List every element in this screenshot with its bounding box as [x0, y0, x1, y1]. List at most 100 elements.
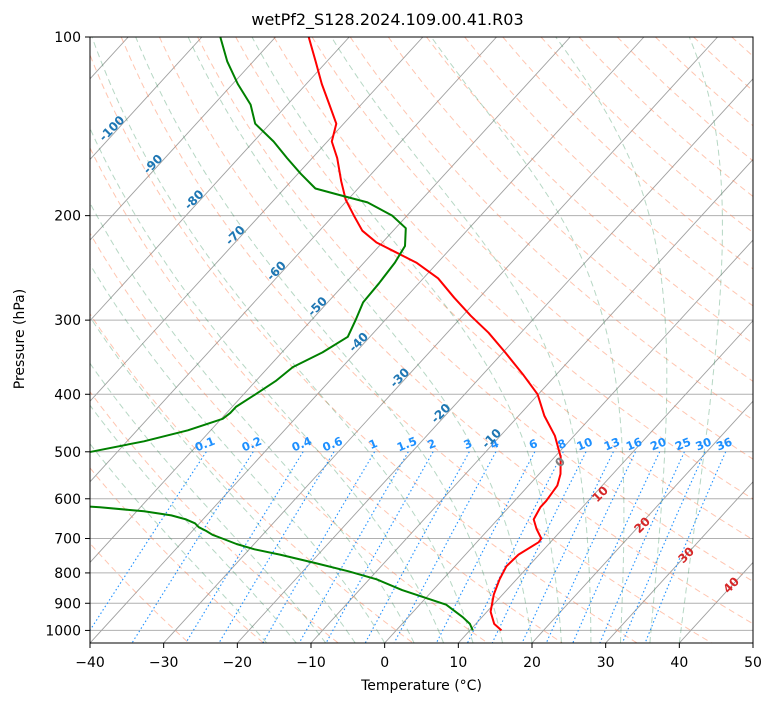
isotherm-line	[90, 37, 276, 241]
plot-frame	[89, 36, 754, 644]
dry-adiabat-line	[90, 146, 563, 643]
isotherm-line	[90, 37, 424, 402]
moist-adiabat-line	[90, 443, 268, 643]
moist-adiabat-line	[678, 37, 723, 643]
dry-adiabat-line	[311, 37, 753, 460]
isotherm-label: -100	[96, 113, 127, 144]
profile-lines	[90, 37, 562, 632]
isotherm-label: -10	[479, 426, 504, 451]
dry-adiabat-line	[90, 232, 488, 643]
mixing-ratio-label: 16	[624, 435, 644, 454]
mixing-ratio-label: 3	[461, 436, 474, 452]
y-tick-label: 900	[54, 596, 81, 612]
isotherm-line	[605, 481, 753, 643]
isotherm-line	[90, 37, 203, 161]
mixing-ratio-line	[491, 451, 587, 643]
mixing-ratio-line	[521, 451, 614, 643]
mixing-ratio-line	[599, 451, 685, 643]
moist-adiabat-line	[90, 127, 445, 643]
isotherm-line	[752, 642, 753, 643]
mixing-ratio-label: 10	[574, 435, 594, 454]
isotherm-label: -20	[428, 401, 453, 426]
x-tick-label: 0	[380, 655, 389, 671]
moist-adiabat-line	[555, 37, 668, 643]
isotherm-line	[310, 158, 753, 643]
x-tick-label: −20	[223, 655, 253, 671]
x-tick-label: −40	[75, 655, 105, 671]
x-tick-label: 10	[449, 655, 467, 671]
x-tick-label: 30	[597, 655, 615, 671]
mixing-ratio-line	[325, 451, 434, 643]
x-tick-label: 50	[744, 655, 762, 671]
y-tick-label: 600	[54, 492, 81, 508]
mixing-ratio-line	[131, 451, 254, 643]
dry-adiabat-line	[770, 37, 775, 643]
x-axis-label: Temperature (°C)	[361, 678, 482, 694]
mixing-ratio-label: 25	[673, 435, 693, 454]
mixing-ratio-label: 1	[367, 436, 380, 452]
mixing-ratio-label: 30	[693, 435, 713, 454]
mixing-ratio-line	[435, 451, 536, 643]
y-tick-label: 100	[54, 30, 81, 46]
isotherm-line	[458, 319, 753, 643]
dry-adiabat-line	[197, 37, 753, 582]
y-tick-label: 500	[54, 445, 81, 461]
moist-adiabat-line	[251, 37, 562, 643]
dry-adiabat-line	[464, 37, 753, 307]
y-axis-label: Pressure (hPa)	[12, 288, 28, 390]
moist-adiabat-line	[91, 37, 474, 643]
dry-adiabat-line	[90, 542, 190, 643]
moist-adiabat-line	[90, 263, 386, 643]
moist-adiabat-line	[187, 37, 533, 643]
mixing-ratio-line	[572, 451, 661, 643]
mixing-ratio-line	[185, 451, 304, 643]
y-tick-label: 800	[54, 566, 81, 582]
dry-adiabat-line	[90, 390, 339, 643]
mixing-ratio-line	[393, 451, 497, 643]
temperature-profile-line	[307, 37, 562, 632]
mixing-ratio-line	[364, 451, 470, 643]
dewpoint-profile-line	[90, 37, 474, 631]
y-tick-label: 200	[54, 209, 81, 225]
y-tick-label: 400	[54, 387, 81, 403]
moist-adiabat-label: 0	[552, 454, 568, 470]
moist-adiabat-line	[90, 362, 327, 643]
isotherm-label: -50	[305, 294, 330, 319]
mixing-ratio-label: 36	[714, 435, 734, 454]
isotherm-line	[90, 37, 571, 564]
isotherm-line	[90, 37, 497, 483]
y-tick-label: 300	[54, 313, 81, 329]
moist-adiabat-line	[90, 404, 297, 643]
moist-adiabat-line	[135, 37, 503, 643]
dry-adiabat-line	[90, 53, 638, 643]
x-tick-label: 20	[523, 655, 541, 671]
moist-adiabat-label: 20	[631, 514, 653, 536]
background-lines	[90, 37, 775, 643]
mixing-ratio-line	[218, 451, 335, 643]
mixing-ratio-label: 20	[648, 435, 668, 454]
mixing-ratio-line	[545, 451, 636, 643]
isotherm-label: -70	[223, 223, 248, 248]
dry-adiabat-line	[90, 467, 264, 643]
dry-adiabat-line	[235, 37, 753, 541]
dry-adiabat-line	[120, 37, 712, 643]
y-tick-label: 1000	[45, 623, 81, 639]
y-tick-label: 700	[54, 532, 81, 548]
dry-adiabat-line	[426, 37, 753, 344]
isotherm-label: -90	[140, 151, 165, 176]
dry-adiabat-line	[158, 37, 753, 625]
isotherm-label: -30	[387, 365, 412, 390]
x-tick-label: −30	[149, 655, 179, 671]
mixing-ratio-line	[467, 451, 564, 643]
dry-adiabat-line	[655, 37, 753, 127]
isotherm-line	[384, 239, 753, 643]
mixing-ratio-label: 6	[527, 436, 540, 452]
isotherm-line	[237, 78, 753, 643]
axes: −40 −30 −20 −10 0 10 20 30 40 5010020030040050060…	[45, 30, 762, 671]
mixing-ratio-label: 2	[425, 436, 438, 452]
dry-adiabat-line	[273, 37, 753, 500]
moist-adiabat-line	[90, 316, 356, 643]
mixing-ratio-line	[90, 451, 207, 632]
x-tick-label: 40	[670, 655, 688, 671]
